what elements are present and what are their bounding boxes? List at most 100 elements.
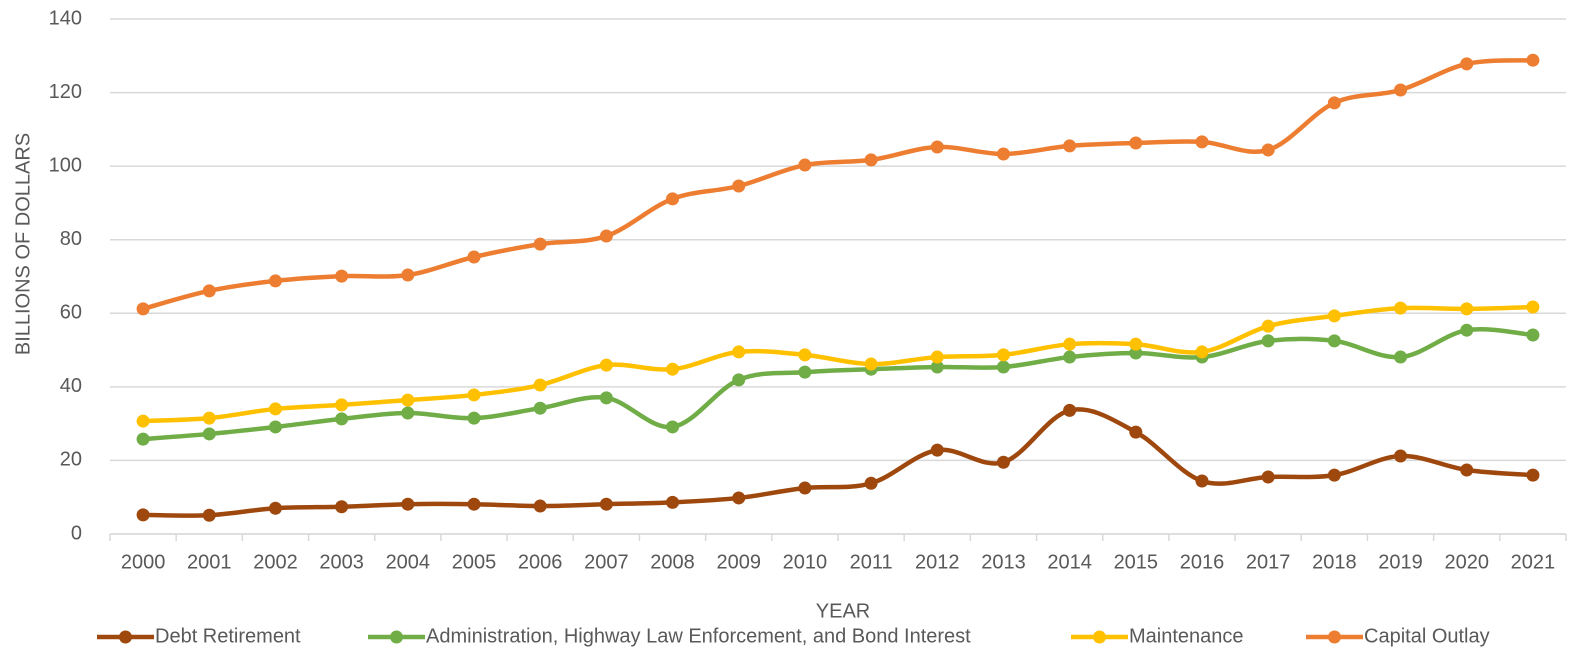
data-point bbox=[335, 500, 349, 514]
data-point bbox=[666, 495, 680, 509]
y-tick-label: 140 bbox=[49, 7, 82, 29]
data-point bbox=[1460, 323, 1474, 337]
data-point bbox=[1063, 350, 1077, 364]
x-tick-label: 2017 bbox=[1246, 551, 1291, 573]
data-point bbox=[533, 378, 547, 392]
data-point bbox=[996, 455, 1010, 469]
series-line bbox=[140, 304, 1536, 424]
data-point bbox=[401, 406, 415, 420]
x-tick-label: 2002 bbox=[253, 551, 298, 573]
data-point bbox=[732, 345, 746, 359]
data-point bbox=[136, 414, 150, 428]
y-tick-label: 60 bbox=[60, 302, 82, 324]
data-point bbox=[533, 401, 547, 415]
data-point bbox=[930, 350, 944, 364]
data-point bbox=[1394, 350, 1408, 364]
data-point bbox=[1460, 302, 1474, 316]
series-line bbox=[140, 407, 1536, 518]
data-point bbox=[1261, 334, 1275, 348]
data-point bbox=[401, 268, 415, 282]
x-tick-label: 2000 bbox=[121, 551, 166, 573]
data-point bbox=[1063, 139, 1077, 153]
series-line bbox=[140, 57, 1536, 312]
data-point bbox=[202, 411, 216, 425]
data-point bbox=[1526, 468, 1540, 482]
x-tick-label: 2015 bbox=[1114, 551, 1159, 573]
legend-marker bbox=[1093, 630, 1106, 644]
data-point bbox=[732, 491, 746, 505]
data-point bbox=[533, 237, 547, 251]
y-tick-label: 20 bbox=[60, 449, 82, 471]
data-point bbox=[864, 153, 878, 167]
data-point bbox=[268, 274, 282, 288]
data-point bbox=[202, 427, 216, 441]
y-tick-label: 0 bbox=[71, 522, 82, 544]
data-point bbox=[930, 443, 944, 457]
data-point bbox=[1327, 334, 1341, 348]
data-point bbox=[1327, 309, 1341, 323]
data-point bbox=[1129, 136, 1143, 150]
x-tick-label: 2012 bbox=[915, 551, 960, 573]
x-tick-label: 2001 bbox=[187, 551, 232, 573]
data-point bbox=[467, 250, 481, 264]
data-point bbox=[1261, 470, 1275, 484]
data-point bbox=[401, 393, 415, 407]
x-tick-label: 2018 bbox=[1312, 551, 1357, 573]
data-point bbox=[202, 284, 216, 298]
y-tick-label: 40 bbox=[60, 375, 82, 397]
data-point bbox=[1129, 337, 1143, 351]
data-point bbox=[533, 499, 547, 513]
data-point bbox=[1063, 337, 1077, 351]
y-axis-label: BILLIONS OF DOLLARS bbox=[12, 133, 34, 355]
data-point bbox=[1195, 474, 1209, 488]
data-point bbox=[1460, 57, 1474, 71]
data-point bbox=[599, 391, 613, 405]
x-tick-label: 2004 bbox=[386, 551, 431, 573]
data-point bbox=[666, 192, 680, 206]
data-point bbox=[1526, 328, 1540, 342]
x-tick-label: 2007 bbox=[584, 551, 629, 573]
data-point bbox=[401, 497, 415, 511]
data-point bbox=[202, 508, 216, 522]
data-point bbox=[930, 360, 944, 374]
data-point bbox=[1261, 143, 1275, 157]
data-point bbox=[599, 229, 613, 243]
data-point bbox=[864, 476, 878, 490]
x-axis-label: YEAR bbox=[816, 600, 870, 622]
x-tick-label: 2014 bbox=[1047, 551, 1092, 573]
x-tick-label: 2005 bbox=[452, 551, 497, 573]
x-tick-label: 2003 bbox=[319, 551, 364, 573]
data-point bbox=[996, 360, 1010, 374]
data-point bbox=[1063, 403, 1077, 417]
data-point bbox=[1394, 301, 1408, 315]
data-point bbox=[732, 373, 746, 387]
x-tick-label: 2006 bbox=[518, 551, 563, 573]
data-point bbox=[1261, 319, 1275, 333]
data-point bbox=[136, 508, 150, 522]
data-point bbox=[268, 501, 282, 515]
x-tick-label: 2008 bbox=[650, 551, 695, 573]
x-tick-label: 2010 bbox=[783, 551, 828, 573]
x-tick-label: 2021 bbox=[1511, 551, 1556, 573]
data-point bbox=[798, 158, 812, 172]
legend-label: Debt Retirement bbox=[155, 625, 301, 647]
data-point bbox=[335, 412, 349, 426]
data-point bbox=[268, 420, 282, 434]
x-tick-label: 2016 bbox=[1180, 551, 1225, 573]
data-point bbox=[666, 420, 680, 434]
data-point bbox=[732, 179, 746, 193]
data-point bbox=[467, 411, 481, 425]
data-point bbox=[666, 362, 680, 376]
y-tick-label: 120 bbox=[49, 81, 82, 103]
y-tick-label: 100 bbox=[49, 154, 82, 176]
legend-label: Capital Outlay bbox=[1364, 625, 1490, 647]
x-tick-label: 2020 bbox=[1444, 551, 1489, 573]
data-point bbox=[599, 497, 613, 511]
legend-marker bbox=[390, 630, 403, 644]
data-point bbox=[798, 348, 812, 362]
legend-label: Maintenance bbox=[1129, 625, 1244, 647]
series-line bbox=[140, 326, 1536, 442]
data-point bbox=[1195, 135, 1209, 149]
y-tick-label: 80 bbox=[60, 228, 82, 250]
